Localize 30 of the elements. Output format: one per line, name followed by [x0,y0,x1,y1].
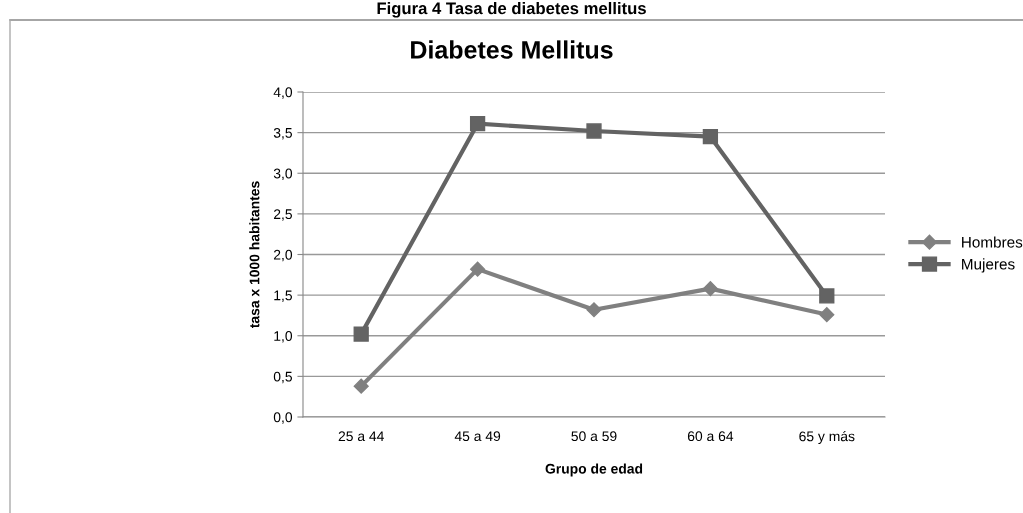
point [819,307,835,323]
x-tick-label: 25 a 44 [338,431,384,442]
x-axis-title: Grupo de edad [545,463,643,477]
y-tick-label: 0,5 [273,371,292,384]
point [586,302,602,318]
point [470,261,486,277]
y-tick-label: 1,5 [274,290,292,302]
legend-label: Hombres [962,236,1023,248]
chart-subtitle: Diabetes Mellitus [411,40,613,59]
point [586,123,602,139]
y-tick-label: 2,5 [273,209,292,221]
x-tick-label: 65 y más [799,430,855,444]
legend-label: Mujeres [962,258,1015,273]
point [469,116,486,132]
y-axis-title: tasa x 1000 habitantes [249,181,260,329]
y-tick-label: 3,0 [273,168,293,181]
point [702,129,719,145]
x-tick-label: 50 a 59 [571,431,617,442]
point [819,288,835,304]
point [353,326,369,342]
point [702,281,718,297]
point [353,378,369,394]
y-tick-label: 1,0 [274,331,293,343]
y-tick-label: 3,5 [273,127,292,140]
y-tick-label: 0,0 [273,412,293,424]
y-tick-label: 2,0 [273,249,293,262]
y-tick-label: 4,0 [273,87,293,99]
x-tick-label: 60 a 64 [687,431,734,442]
x-tick-label: 45 a 49 [454,431,501,442]
chart-title: Figura 4 Tasa de diabetes mellitus [377,2,646,18]
